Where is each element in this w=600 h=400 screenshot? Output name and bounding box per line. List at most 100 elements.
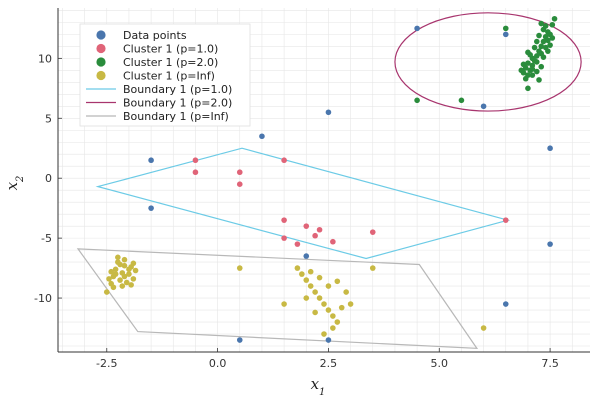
data-point bbox=[369, 265, 376, 271]
data-point bbox=[502, 25, 509, 32]
data-point bbox=[525, 85, 531, 92]
data-markers bbox=[103, 15, 558, 343]
data-point bbox=[117, 277, 123, 283]
data-point bbox=[294, 265, 301, 271]
data-point bbox=[123, 279, 130, 286]
data-point bbox=[518, 67, 525, 74]
x-tick-label: 0.0 bbox=[209, 357, 227, 370]
data-point bbox=[534, 53, 540, 59]
data-point bbox=[414, 97, 420, 104]
legend-label: Cluster 1 (p=1.0) bbox=[123, 43, 218, 56]
legend-box bbox=[79, 23, 251, 127]
data-point bbox=[281, 157, 287, 164]
legend-label: Cluster 1 (p=2.0) bbox=[123, 56, 218, 69]
data-point bbox=[303, 223, 310, 229]
data-point bbox=[547, 42, 553, 48]
x-tick-label: 2.5 bbox=[320, 357, 338, 370]
data-point bbox=[106, 276, 112, 282]
data-point bbox=[303, 295, 310, 301]
data-point bbox=[316, 226, 323, 233]
data-point bbox=[547, 241, 553, 247]
data-point bbox=[414, 25, 420, 32]
data-point bbox=[369, 229, 376, 235]
y-tick-label: 10 bbox=[38, 52, 52, 65]
data-point bbox=[536, 32, 542, 39]
data-point bbox=[112, 271, 119, 277]
data-point bbox=[126, 266, 132, 273]
data-point bbox=[545, 37, 551, 44]
legend-label: Boundary 1 (p=Inf) bbox=[123, 110, 229, 123]
data-point bbox=[130, 260, 137, 267]
data-point bbox=[281, 235, 287, 241]
data-point bbox=[540, 54, 547, 60]
data-point bbox=[281, 217, 287, 223]
data-point bbox=[316, 274, 323, 281]
data-point bbox=[330, 238, 336, 245]
data-point bbox=[130, 276, 137, 282]
data-point bbox=[108, 268, 114, 275]
data-point bbox=[259, 133, 265, 140]
data-point bbox=[458, 97, 465, 104]
data-point bbox=[316, 295, 323, 301]
data-point bbox=[121, 273, 128, 280]
data-point bbox=[117, 261, 123, 268]
data-point bbox=[334, 278, 341, 285]
x-tick-label: 7.5 bbox=[541, 357, 559, 370]
legend-marker bbox=[96, 57, 106, 67]
legend-label: Boundary 1 (p=1.0) bbox=[123, 83, 232, 96]
data-point bbox=[551, 15, 558, 22]
data-point bbox=[303, 253, 310, 259]
data-point bbox=[103, 289, 110, 295]
data-point bbox=[529, 66, 536, 72]
legend-marker bbox=[96, 30, 106, 40]
x-tick-label: 5.0 bbox=[431, 357, 449, 370]
data-point bbox=[545, 48, 551, 54]
data-point bbox=[294, 241, 301, 247]
data-point bbox=[538, 20, 545, 27]
data-point bbox=[338, 304, 345, 311]
data-point bbox=[121, 262, 128, 269]
data-point bbox=[347, 301, 354, 307]
data-point bbox=[312, 309, 318, 316]
data-point bbox=[112, 266, 119, 273]
data-point bbox=[236, 181, 243, 187]
data-point bbox=[325, 337, 332, 343]
data-point bbox=[110, 284, 117, 291]
data-point bbox=[502, 301, 509, 307]
data-point bbox=[132, 267, 139, 274]
data-point bbox=[115, 254, 121, 261]
y-tick-label: 0 bbox=[45, 172, 52, 185]
legend-label: Data points bbox=[123, 29, 187, 42]
data-point bbox=[307, 283, 314, 289]
data-point bbox=[325, 307, 332, 313]
data-point bbox=[126, 271, 132, 277]
tick-labels: -2.5 0.0 2.5 5.0 7.5 -10 -5 0 5 10 bbox=[34, 52, 559, 370]
data-point bbox=[522, 75, 529, 82]
data-point bbox=[148, 157, 154, 164]
x-axis-label: x1 bbox=[311, 375, 326, 398]
data-point bbox=[520, 61, 527, 68]
data-point bbox=[531, 44, 538, 51]
data-point bbox=[547, 145, 553, 152]
data-point bbox=[330, 313, 336, 319]
boundary-polygon bbox=[95, 147, 511, 260]
data-point bbox=[480, 325, 487, 331]
data-point bbox=[529, 72, 536, 78]
data-point bbox=[236, 169, 243, 176]
y-tick-label: -10 bbox=[34, 292, 52, 305]
data-point bbox=[525, 49, 531, 56]
data-point bbox=[192, 157, 199, 164]
data-point bbox=[549, 21, 556, 28]
data-point bbox=[303, 277, 310, 283]
data-point bbox=[542, 23, 549, 29]
legend-label: Cluster 1 (p=Inf) bbox=[123, 70, 215, 83]
boundary-ellipse bbox=[394, 12, 582, 112]
data-point bbox=[502, 217, 509, 223]
data-point bbox=[119, 283, 126, 289]
data-point bbox=[534, 59, 540, 65]
data-point bbox=[525, 60, 531, 66]
data-point bbox=[236, 337, 243, 343]
data-point bbox=[121, 256, 128, 263]
axes bbox=[57, 8, 590, 353]
